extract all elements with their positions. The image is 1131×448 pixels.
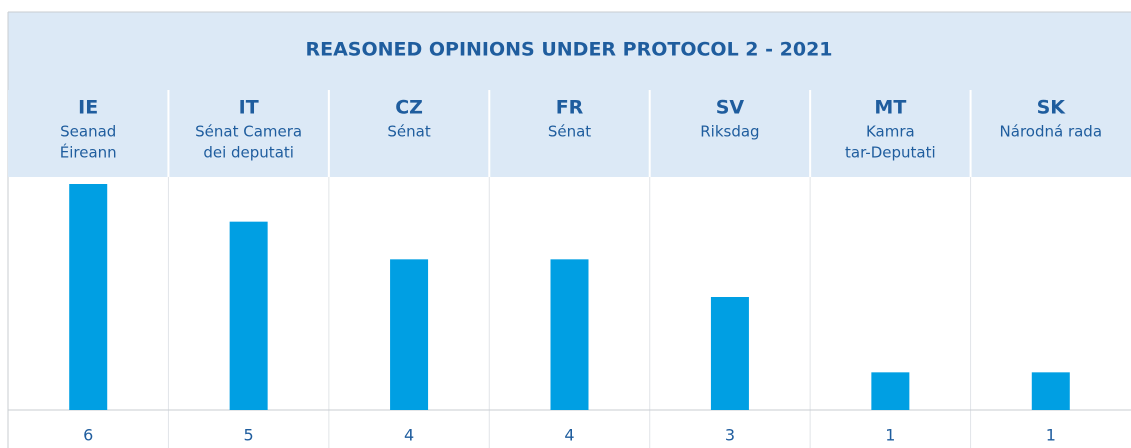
category-code: IT [239, 97, 259, 119]
bar [390, 259, 429, 410]
category-code: IE [78, 97, 98, 119]
chamber-name: Sénat [548, 123, 591, 141]
chamber-name: Sénat Camera [195, 123, 302, 141]
category-code: CZ [395, 97, 423, 119]
header-cell [970, 90, 1131, 177]
value-label: 1 [885, 426, 895, 445]
category-code: FR [556, 97, 584, 119]
chamber-name: dei deputati [203, 144, 294, 162]
category-code: SK [1037, 97, 1067, 119]
value-label: 3 [725, 426, 735, 445]
value-label: 4 [404, 426, 414, 445]
category-code: MT [874, 97, 906, 119]
chart-title: REASONED OPINIONS UNDER PROTOCOL 2 - 202… [305, 39, 832, 61]
bar [871, 372, 910, 410]
chamber-name: Národná rada [1000, 123, 1103, 141]
bar [229, 221, 268, 410]
bar [1031, 372, 1070, 410]
category-code: SV [716, 97, 745, 119]
bar [69, 184, 108, 410]
bar [710, 297, 749, 410]
chamber-name: Seanad [60, 123, 116, 141]
header-cell [810, 90, 971, 177]
header-cell [489, 90, 650, 177]
header-cell [8, 90, 169, 177]
chamber-name: Sénat [387, 123, 430, 141]
value-label: 1 [1046, 426, 1056, 445]
value-label: 6 [83, 426, 93, 445]
chamber-name: Kamra [866, 123, 915, 141]
chamber-name: Éireann [60, 143, 117, 162]
value-label: 5 [244, 426, 254, 445]
value-label: 4 [564, 426, 574, 445]
header-cell [328, 90, 490, 177]
chamber-name: Riksdag [700, 123, 759, 141]
header-cell [649, 90, 811, 177]
header-cell [168, 90, 329, 177]
chamber-name: tar-Deputati [845, 144, 936, 162]
bar [550, 259, 589, 410]
title-band [8, 12, 1131, 90]
